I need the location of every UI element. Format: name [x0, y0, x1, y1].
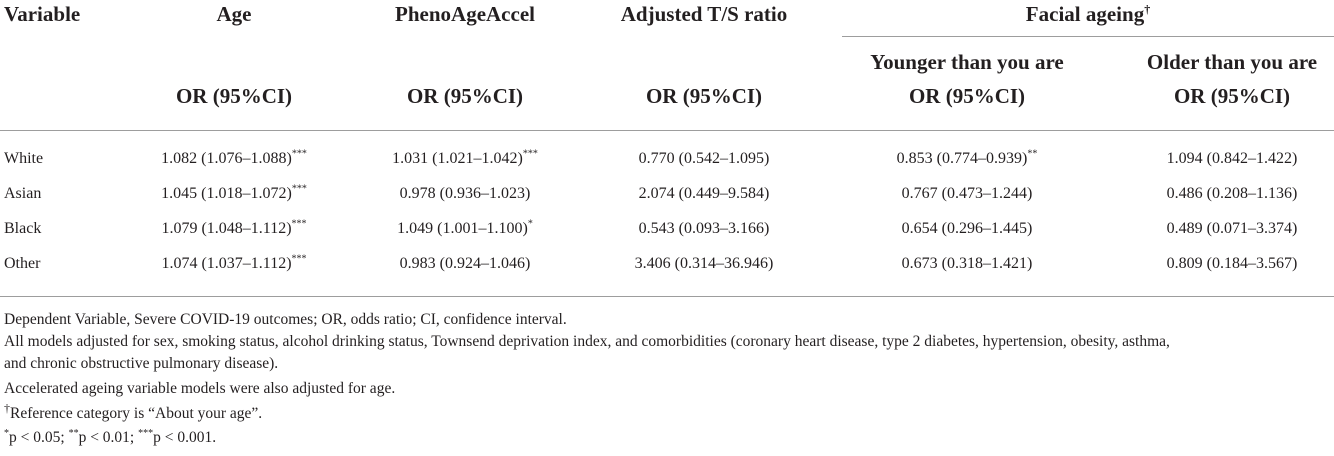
header-facial-ageing: Facial ageing† [1025, 2, 1151, 26]
header-ts-ratio: Adjusted T/S ratio [620, 2, 788, 26]
cell-older: 1.094 (0.842–1.422) [1166, 150, 1298, 167]
cell-ts: 3.406 (0.314–36.946) [634, 255, 774, 272]
footnote-age-adjustment: Accelerated ageing variable models were … [4, 380, 396, 397]
cell-ts: 0.770 (0.542–1.095) [638, 150, 770, 167]
cell-younger: 0.654 (0.296–1.445) [901, 220, 1033, 237]
header-or-ci-age: OR (95%CI) [175, 84, 293, 108]
cell-pheno: 1.031 (1.021–1.042)*** [392, 148, 538, 167]
row-label: Other [4, 255, 41, 272]
header-or-ci-pheno: OR (95%CI) [406, 84, 524, 108]
cell-pheno: 0.978 (0.936–1.023) [399, 185, 531, 202]
cell-ts: 0.543 (0.093–3.166) [638, 220, 770, 237]
cell-age: 1.082 (1.076–1.088)*** [161, 148, 307, 167]
cell-age: 1.074 (1.037–1.112)*** [161, 253, 307, 272]
cell-older: 0.489 (0.071–3.374) [1166, 220, 1298, 237]
header-rule [0, 130, 1334, 131]
cell-age: 1.045 (1.018–1.072)*** [161, 183, 307, 202]
cell-pheno: 1.049 (1.001–1.100)* [397, 218, 533, 237]
cell-older: 0.809 (0.184–3.567) [1166, 255, 1298, 272]
header-phenoageaccel: PhenoAgeAccel [395, 2, 535, 26]
footnote-adjustments-cont: and chronic obstructive pulmonary diseas… [4, 355, 279, 372]
cell-older: 0.486 (0.208–1.136) [1166, 185, 1298, 202]
header-or-ci-younger: OR (95%CI) [908, 84, 1026, 108]
header-younger: Younger than you are [870, 50, 1064, 74]
header-older: Older than you are [1146, 50, 1318, 74]
footnote-reference-category: †Reference category is “About your age”. [4, 400, 263, 422]
header-variable: Variable [4, 2, 81, 26]
header-facial-ageing-underline [842, 36, 1334, 37]
cell-younger: 0.673 (0.318–1.421) [901, 255, 1033, 272]
bottom-rule [0, 296, 1334, 297]
footnote-abbreviations: Dependent Variable, Severe COVID-19 outc… [4, 311, 567, 328]
cell-younger: 0.767 (0.473–1.244) [901, 185, 1033, 202]
row-label: White [4, 150, 44, 167]
row-label: Asian [4, 185, 42, 202]
header-age: Age [216, 2, 252, 26]
header-or-ci-ts: OR (95%CI) [645, 84, 763, 108]
cell-ts: 2.074 (0.449–9.584) [638, 185, 770, 202]
footnote-significance: *p < 0.05; **p < 0.01; ***p < 0.001. [4, 427, 217, 446]
footnote-adjustments: All models adjusted for sex, smoking sta… [4, 333, 1170, 350]
cell-pheno: 0.983 (0.924–1.046) [399, 255, 531, 272]
cell-age: 1.079 (1.048–1.112)*** [161, 218, 307, 237]
row-label: Black [4, 220, 42, 237]
header-or-ci-older: OR (95%CI) [1173, 84, 1291, 108]
cell-younger: 0.853 (0.774–0.939)** [896, 148, 1038, 167]
